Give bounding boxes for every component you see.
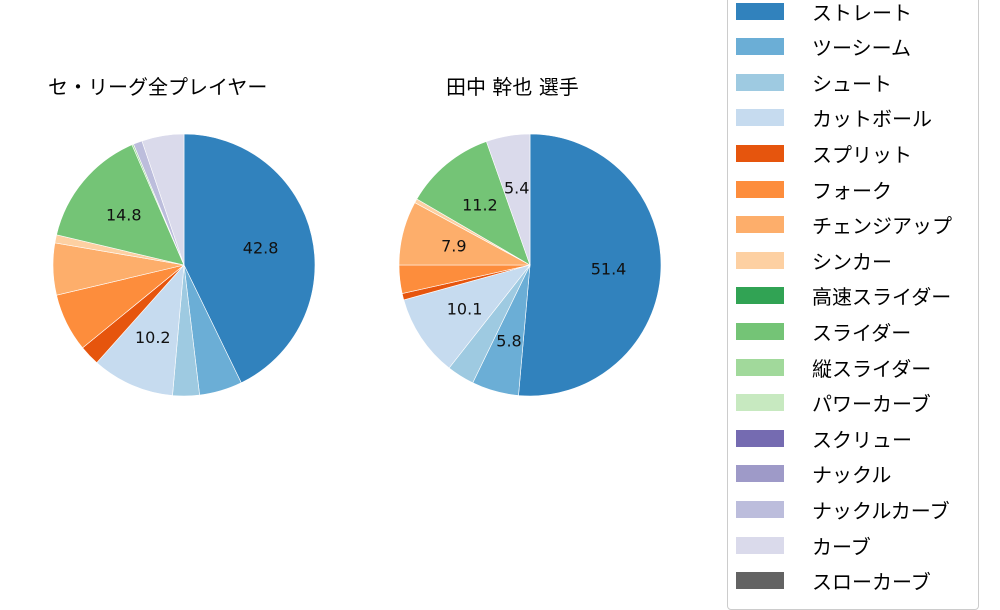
pie-charts: 42.8 10.2 14.8 51.4 5.8 10.1 7.9 11.2 5.4 <box>52 133 662 397</box>
slice-value-label: 14.8 <box>106 206 142 225</box>
slice-value-label: 5.4 <box>504 179 529 198</box>
slice-value-label: 5.8 <box>496 332 521 351</box>
player-pie: 51.4 5.8 10.1 7.9 11.2 5.4 <box>398 133 662 397</box>
legend-label: フォーク <box>812 178 892 203</box>
legend-label: スプリット <box>812 142 912 167</box>
legend-swatch <box>736 2 784 20</box>
legend-label: ナックル <box>812 463 892 488</box>
pie-slice <box>96 264 185 396</box>
league-chart-title: セ・リーグ全プレイヤー <box>48 75 268 99</box>
legend-label: ツーシーム <box>812 36 911 61</box>
legend-item: ストレート <box>736 0 912 25</box>
legend-swatch <box>736 287 784 305</box>
player-chart-title: 田中 幹也 選手 <box>446 75 579 99</box>
pie-slice <box>486 133 531 266</box>
legend-label: シュート <box>812 71 892 96</box>
legend: ストレートツーシームシュートカットボール スプリットフォークチェンジアップ シンカー… <box>727 0 979 610</box>
slice-value-label: 10.2 <box>135 328 171 347</box>
legend-item: フォーク <box>736 177 892 203</box>
pie-slice <box>141 133 185 266</box>
legend-item: ツーシーム <box>736 35 911 61</box>
slice-value-label: 10.1 <box>447 300 483 319</box>
legend-item: スプリット <box>736 141 912 167</box>
legend-swatch <box>736 465 784 483</box>
legend-swatch <box>736 216 784 234</box>
legend-swatch <box>736 500 784 518</box>
legend-item: 高速スライダー <box>736 284 952 310</box>
legend-swatch <box>736 322 784 340</box>
legend-swatch <box>736 38 784 56</box>
legend-item: スクリュー <box>736 426 912 452</box>
legend-item: ナックルカーブ <box>736 497 950 523</box>
pie-slice <box>416 141 531 266</box>
slice-value-label: 11.2 <box>462 195 498 214</box>
legend-label: パワーカーブ <box>812 392 931 417</box>
legend-label: チェンジアップ <box>812 214 952 239</box>
pie-slice <box>518 133 662 397</box>
legend-item: チェンジアップ <box>736 213 952 239</box>
legend-item: スライダー <box>736 319 912 345</box>
slice-value-label: 42.8 <box>243 238 279 257</box>
legend-swatch <box>736 536 784 554</box>
legend-item: カットボール <box>736 106 932 132</box>
legend-label: ナックルカーブ <box>812 498 950 523</box>
legend-label: スライダー <box>812 320 912 345</box>
legend-label: ストレート <box>812 0 912 25</box>
legend-label: カットボール <box>812 107 932 132</box>
legend-label: スクリュー <box>812 427 912 452</box>
legend-swatch <box>736 144 784 162</box>
legend-item: 縦スライダー <box>736 355 932 381</box>
legend-swatch <box>736 429 784 447</box>
league-pie: 42.8 10.2 14.8 <box>52 133 316 397</box>
legend-swatch <box>736 73 784 91</box>
legend-label: スローカーブ <box>812 570 931 595</box>
legend-swatch <box>736 572 784 590</box>
legend-swatch <box>736 394 784 412</box>
legend-swatch <box>736 251 784 269</box>
pie-slice <box>183 133 316 384</box>
slice-value-label: 7.9 <box>441 237 466 256</box>
legend-swatch <box>736 109 784 127</box>
pie-slice <box>56 144 185 266</box>
legend-item: カーブ <box>736 533 871 559</box>
legend-label: 高速スライダー <box>812 285 952 310</box>
slice-value-label: 51.4 <box>591 259 627 278</box>
legend-swatch <box>736 358 784 376</box>
legend-item: シュート <box>736 70 892 96</box>
legend-item: シンカー <box>736 248 892 274</box>
legend-label: カーブ <box>812 534 871 559</box>
legend-item: スローカーブ <box>736 569 931 595</box>
legend-label: 縦スライダー <box>812 356 932 381</box>
legend-label: シンカー <box>812 249 892 274</box>
legend-swatch <box>736 180 784 198</box>
legend-item: パワーカーブ <box>736 391 931 417</box>
pie-slice <box>403 264 531 369</box>
legend-item: ナックル <box>736 462 892 488</box>
